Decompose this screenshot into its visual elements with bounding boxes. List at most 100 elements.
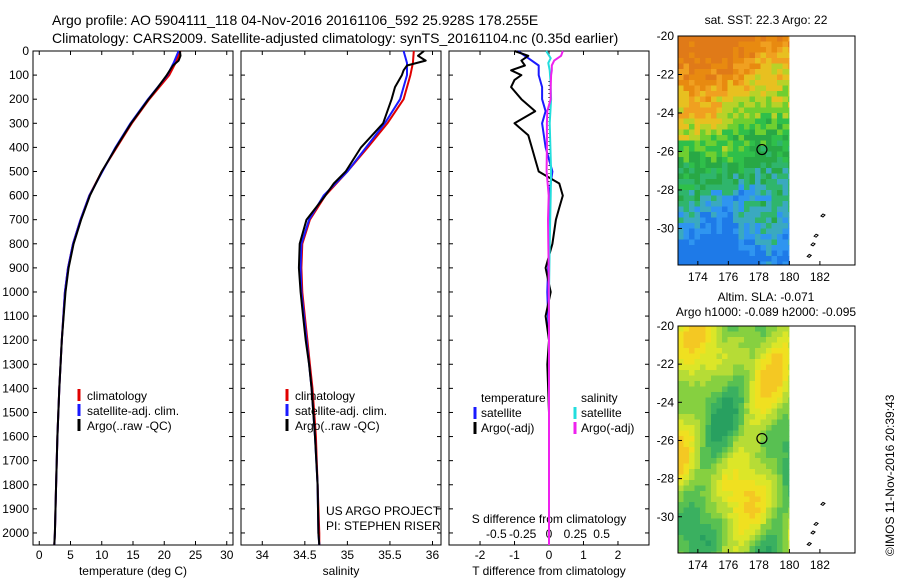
sla_map-cell bbox=[705, 463, 712, 470]
sst_map-cell bbox=[700, 96, 707, 103]
sla_map-cell bbox=[766, 408, 773, 415]
sla_map-cell bbox=[727, 326, 734, 333]
sst_map-cell bbox=[694, 102, 701, 109]
sla_map-cell bbox=[738, 392, 745, 399]
sst_map-cell bbox=[749, 69, 756, 76]
sla_map-cell bbox=[678, 518, 685, 525]
sla_map-cell bbox=[727, 518, 734, 525]
sst_map-cell bbox=[727, 239, 734, 246]
sst_map-cell bbox=[689, 217, 696, 224]
sla_map-cell bbox=[749, 425, 756, 432]
sla_map-cell bbox=[683, 430, 690, 437]
sst_map-cell bbox=[744, 217, 751, 224]
sst_map-cell bbox=[788, 146, 790, 153]
sst_map-cell bbox=[771, 47, 778, 54]
sst_map-cell bbox=[689, 107, 696, 114]
sst_map-cell bbox=[788, 74, 790, 81]
sst_map-cell bbox=[683, 80, 690, 87]
sst_map-cell bbox=[727, 223, 734, 230]
sst_map-cell bbox=[727, 217, 734, 224]
sla_map-cell bbox=[733, 436, 740, 443]
sla_map-cell bbox=[705, 419, 712, 426]
sla_map-cell bbox=[777, 419, 784, 426]
sst_map-cell bbox=[705, 217, 712, 224]
sla_map-cell bbox=[722, 364, 729, 371]
sst_map-cell bbox=[722, 239, 729, 246]
sla_map-cell bbox=[678, 364, 685, 371]
sla_map-cell bbox=[738, 326, 745, 333]
sla_map-cell bbox=[771, 430, 778, 437]
sla_map-cell bbox=[694, 408, 701, 415]
sst_map-cell bbox=[733, 256, 740, 263]
sla_map-cell bbox=[760, 507, 767, 514]
sst_map-cell bbox=[744, 58, 751, 65]
sst_map-cell bbox=[760, 261, 767, 265]
sla_map-cell bbox=[694, 370, 701, 377]
sla_map-cell bbox=[777, 441, 784, 448]
sla_map-cell bbox=[700, 436, 707, 443]
sla_map-cell bbox=[733, 535, 740, 542]
sst_map-cell bbox=[738, 190, 745, 197]
sla_map-cell bbox=[727, 502, 734, 509]
sla_map-cell bbox=[749, 331, 756, 338]
sla_map-cell bbox=[766, 458, 773, 465]
sst_map-cell bbox=[727, 102, 734, 109]
sst_map-cell bbox=[760, 91, 767, 98]
sla_map-cell bbox=[777, 386, 784, 393]
sst_map-cell bbox=[782, 179, 789, 186]
sla_map-cell bbox=[689, 370, 696, 377]
sla_map-cell bbox=[694, 364, 701, 371]
sla_map-cell bbox=[755, 491, 762, 498]
sst_map-cell bbox=[733, 85, 740, 92]
sst_map-xtick-label: 174 bbox=[688, 270, 708, 284]
sla_map-cell bbox=[749, 392, 756, 399]
sla_map-cell bbox=[689, 392, 696, 399]
sst_map-cell bbox=[678, 234, 685, 241]
sla_map-cell bbox=[678, 458, 685, 465]
sst_map-cell bbox=[683, 102, 690, 109]
sla_map-cell bbox=[788, 507, 790, 514]
sla_map-cell bbox=[744, 386, 751, 393]
sla_map-cell bbox=[678, 430, 685, 437]
sla_map-cell bbox=[777, 403, 784, 410]
sla_map-cell bbox=[755, 331, 762, 338]
sst_map-cell bbox=[700, 80, 707, 87]
sla_map-cell bbox=[755, 441, 762, 448]
sst_map-cell bbox=[683, 146, 690, 153]
sla_map-cell bbox=[694, 375, 701, 382]
sla_map-cell bbox=[722, 359, 729, 366]
sst_map-cell bbox=[700, 256, 707, 263]
sla_map-cell bbox=[727, 485, 734, 492]
sla_map-cell bbox=[722, 441, 729, 448]
sla_map-cell bbox=[716, 386, 723, 393]
sst_map-cell bbox=[788, 58, 790, 65]
sla_map-cell bbox=[782, 348, 789, 355]
sla_map-cell bbox=[722, 518, 729, 525]
sst_map-cell bbox=[738, 63, 745, 70]
sst_map-cell bbox=[683, 107, 690, 114]
sst_map-cell bbox=[722, 195, 729, 202]
sla_map-cell bbox=[705, 502, 712, 509]
sst_map-cell bbox=[782, 261, 789, 265]
sst_map-cell bbox=[788, 140, 790, 147]
sst_map-cell bbox=[711, 63, 718, 70]
sla_map-cell bbox=[683, 480, 690, 487]
sst_map-cell bbox=[760, 58, 767, 65]
sla_map-cell bbox=[733, 474, 740, 481]
sst_map-cell bbox=[766, 206, 773, 213]
depth-tick-label: 900 bbox=[9, 261, 29, 275]
sla_map-cell bbox=[788, 370, 790, 377]
sla_map-cell bbox=[749, 436, 756, 443]
sla_map-cell bbox=[777, 397, 784, 404]
sla_map-cell bbox=[700, 518, 707, 525]
sla_map-cell bbox=[738, 469, 745, 476]
sla_map-cell bbox=[766, 441, 773, 448]
sst_map-cell bbox=[705, 195, 712, 202]
sla_map-cell bbox=[760, 342, 767, 349]
sst_map-cell bbox=[700, 190, 707, 197]
sla_map-cell bbox=[749, 441, 756, 448]
temperature-axes-frame bbox=[32, 50, 234, 546]
sla_map-cell bbox=[782, 469, 789, 476]
sla_map-cell bbox=[678, 436, 685, 443]
sla_map-cell bbox=[716, 529, 723, 536]
